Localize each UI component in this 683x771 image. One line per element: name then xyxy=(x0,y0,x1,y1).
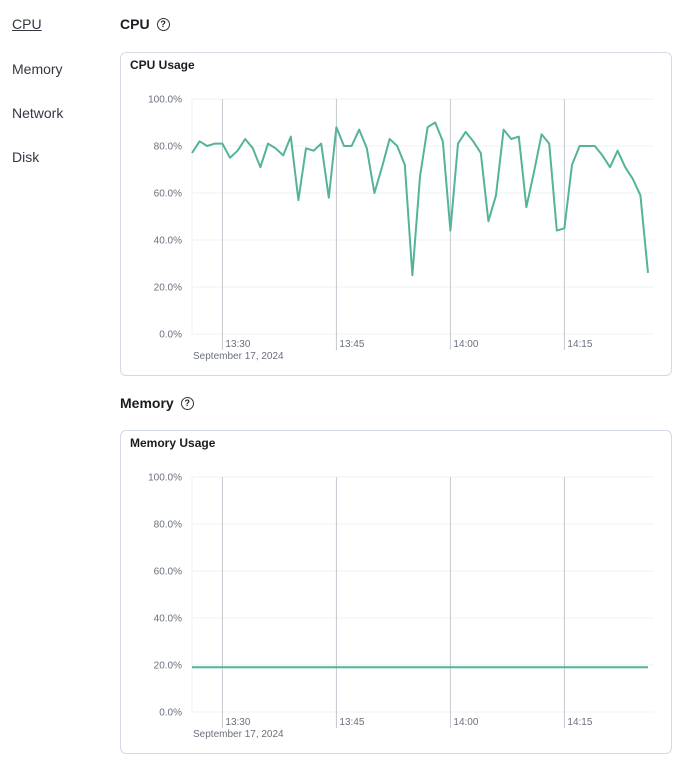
question-circle-icon[interactable]: ? xyxy=(180,396,194,410)
x-tick-label: 13:30 xyxy=(225,339,250,350)
x-tick-label: 14:00 xyxy=(453,717,478,728)
memory-chart-panel: 0.0% 20.0% 40.0% 60.0% 80.0% 100.0% 13:30 13:45… xyxy=(120,430,672,754)
memory-section-title: Memory ? xyxy=(120,395,194,411)
y-tick-label: 60.0% xyxy=(154,189,182,200)
nav-item-disk[interactable]: Disk xyxy=(12,149,40,165)
x-tick-label: 14:15 xyxy=(567,717,592,728)
cpu-panel-title: CPU Usage xyxy=(130,58,195,72)
cpu-chart-panel: 0.0% 20.0% 40.0% 60.0% 80.0% 100.0% 13:30 13:45… xyxy=(120,52,672,376)
nav-item-cpu[interactable]: CPU xyxy=(12,16,42,32)
x-tick-label: 14:00 xyxy=(453,339,478,350)
y-tick-label: 40.0% xyxy=(154,236,182,247)
question-circle-icon[interactable]: ? xyxy=(156,17,170,31)
y-tick-label: 40.0% xyxy=(154,614,182,625)
y-tick-label: 80.0% xyxy=(154,142,182,153)
cpu-title-text: CPU xyxy=(120,16,150,32)
x-tick-label: 13:45 xyxy=(339,339,364,350)
y-tick-label: 0.0% xyxy=(159,708,182,719)
x-tick-label: 14:15 xyxy=(567,339,592,350)
nav-item-network[interactable]: Network xyxy=(12,105,64,121)
y-tick-label: 20.0% xyxy=(154,283,182,294)
cpu-usage-chart: 0.0% 20.0% 40.0% 60.0% 80.0% 100.0% 13:30 13:45… xyxy=(148,95,654,362)
y-tick-label: 20.0% xyxy=(154,661,182,672)
memory-title-text: Memory xyxy=(120,395,174,411)
y-tick-label: 100.0% xyxy=(148,473,182,484)
x-date-label: September 17, 2024 xyxy=(193,351,284,362)
x-tick-label: 13:30 xyxy=(225,717,250,728)
y-tick-label: 60.0% xyxy=(154,567,182,578)
nav-item-memory[interactable]: Memory xyxy=(12,61,63,77)
y-tick-label: 100.0% xyxy=(148,95,182,106)
x-tick-label: 13:45 xyxy=(339,717,364,728)
memory-usage-chart: 0.0% 20.0% 40.0% 60.0% 80.0% 100.0% 13:30 13:45… xyxy=(148,473,654,740)
series-line xyxy=(191,121,649,277)
cpu-section-title: CPU ? xyxy=(120,16,170,32)
y-tick-label: 80.0% xyxy=(154,520,182,531)
x-date-label: September 17, 2024 xyxy=(193,729,284,740)
memory-panel-title: Memory Usage xyxy=(130,436,216,450)
y-tick-label: 0.0% xyxy=(159,330,182,341)
